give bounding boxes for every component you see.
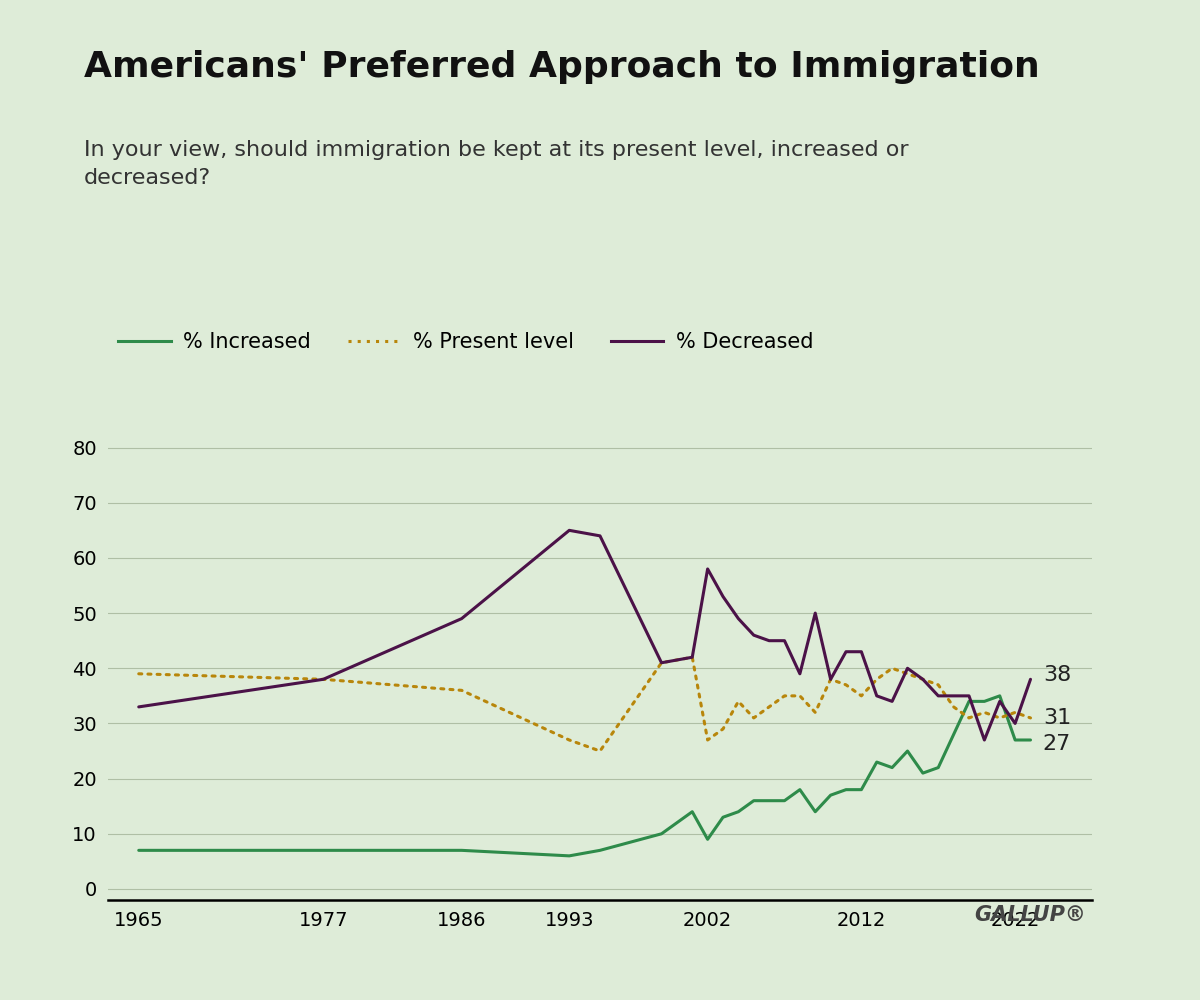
Legend: % Increased, % Present level, % Decreased: % Increased, % Present level, % Decrease… <box>119 332 814 352</box>
Text: 31: 31 <box>1043 708 1072 728</box>
Text: Americans' Preferred Approach to Immigration: Americans' Preferred Approach to Immigra… <box>84 50 1039 84</box>
Text: GALLUP®: GALLUP® <box>974 905 1086 925</box>
Text: 38: 38 <box>1043 665 1072 685</box>
Text: 27: 27 <box>1043 734 1072 754</box>
Text: In your view, should immigration be kept at its present level, increased or
decr: In your view, should immigration be kept… <box>84 140 908 188</box>
